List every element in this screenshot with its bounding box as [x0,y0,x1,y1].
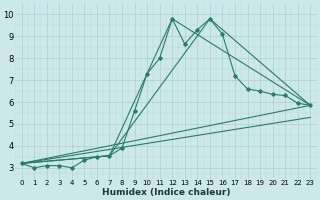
X-axis label: Humidex (Indice chaleur): Humidex (Indice chaleur) [102,188,230,197]
